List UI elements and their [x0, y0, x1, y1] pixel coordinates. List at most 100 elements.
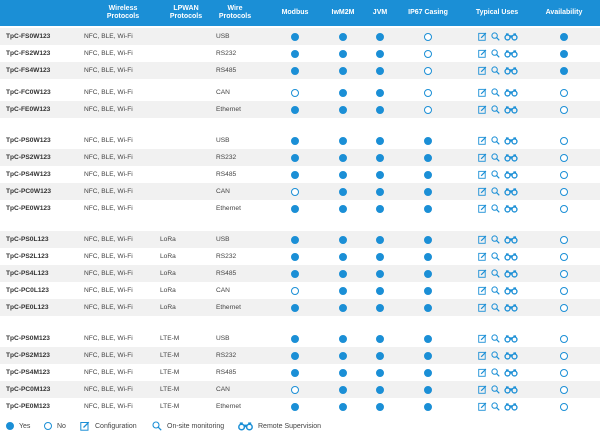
- search-icon: [491, 351, 500, 360]
- filled-circle-icon: [424, 402, 432, 411]
- product-name: TpC-PC0W123: [6, 188, 52, 195]
- empty-circle-icon: [560, 170, 568, 179]
- binoculars-icon: [238, 421, 253, 431]
- header-availability-label: Availability: [545, 9, 583, 16]
- ip67-casing: [418, 347, 438, 364]
- filled-circle-icon: [339, 385, 347, 394]
- wire-protocol: USB: [216, 236, 230, 243]
- typical-uses: [470, 149, 526, 166]
- modbus-support: [285, 381, 305, 398]
- modbus-support: [285, 149, 305, 166]
- search-icon: [491, 334, 500, 343]
- modbus-support: [285, 248, 305, 265]
- availability: [554, 248, 574, 265]
- filled-circle-icon: [339, 105, 347, 114]
- modbus-support: [285, 231, 305, 248]
- edit-icon: [478, 269, 487, 278]
- edit-icon: [478, 32, 487, 41]
- modbus-support: [285, 364, 305, 381]
- filled-circle-icon: [339, 153, 347, 162]
- lpwan-protocol: LoRa: [160, 287, 176, 294]
- filled-circle-icon: [339, 204, 347, 213]
- empty-circle-icon: [560, 303, 568, 312]
- wire-protocol: USB: [216, 335, 230, 342]
- header-jvm: JVM: [362, 0, 398, 26]
- filled-circle-icon: [424, 334, 432, 343]
- search-icon: [491, 303, 500, 312]
- header-wireless: Wireless Protocols: [84, 0, 162, 26]
- binoculars-icon: [504, 170, 518, 179]
- ip67-casing: [418, 84, 438, 101]
- filled-circle-icon: [560, 49, 568, 58]
- filled-circle-icon: [424, 368, 432, 377]
- header-modbus: Modbus: [274, 0, 316, 26]
- modbus-support: [285, 282, 305, 299]
- typical-uses: [470, 84, 526, 101]
- filled-circle-icon: [339, 136, 347, 145]
- product-name: TpC-PC0M123: [6, 386, 51, 393]
- filled-circle-icon: [339, 402, 347, 411]
- availability: [554, 364, 574, 381]
- filled-circle-icon: [560, 66, 568, 75]
- filled-circle-icon: [560, 32, 568, 41]
- availability: [554, 265, 574, 282]
- empty-circle-icon: [424, 88, 432, 97]
- wireless-protocols: NFC, BLE, Wi-Fi: [84, 188, 133, 195]
- iwm2m-support: [333, 149, 353, 166]
- modbus-support: [285, 347, 305, 364]
- product-name: TpC-PE0W123: [6, 205, 51, 212]
- filled-circle-icon: [376, 49, 384, 58]
- filled-circle-icon: [424, 269, 432, 278]
- empty-circle-icon: [291, 385, 299, 394]
- iwm2m-support: [333, 265, 353, 282]
- jvm-support: [370, 347, 390, 364]
- availability: [554, 398, 574, 415]
- filled-circle-icon: [339, 351, 347, 360]
- edit-icon: [478, 252, 487, 261]
- table-row: TpC-PE0L123 NFC, BLE, Wi-Fi LoRa Ethernet: [0, 299, 600, 316]
- typical-uses: [470, 28, 526, 45]
- typical-uses: [470, 398, 526, 415]
- ip67-casing: [418, 45, 438, 62]
- legend-supervision: Remote Supervision: [238, 418, 321, 434]
- empty-circle-icon: [291, 286, 299, 295]
- edit-icon: [478, 66, 487, 75]
- wireless-protocols: NFC, BLE, Wi-Fi: [84, 352, 133, 359]
- empty-circle-icon: [560, 105, 568, 114]
- filled-circle-icon: [376, 368, 384, 377]
- typical-uses: [470, 101, 526, 118]
- availability: [554, 101, 574, 118]
- legend-monitoring: On-site monitoring: [152, 418, 224, 434]
- wire-protocol: RS485: [216, 171, 237, 178]
- filled-circle-icon: [376, 204, 384, 213]
- iwm2m-support: [333, 364, 353, 381]
- ip67-casing: [418, 166, 438, 183]
- wireless-protocols: NFC, BLE, Wi-Fi: [84, 171, 133, 178]
- wire-protocol: Ethernet: [216, 106, 241, 113]
- filled-circle-icon: [376, 153, 384, 162]
- product-name: TpC-PS2L123: [6, 253, 49, 260]
- edit-icon: [478, 105, 487, 114]
- ip67-casing: [418, 149, 438, 166]
- legend-configuration: Configuration: [80, 418, 137, 434]
- product-name: TpC-PS0L123: [6, 236, 49, 243]
- typical-uses: [470, 347, 526, 364]
- filled-circle-icon: [424, 153, 432, 162]
- wire-protocol: CAN: [216, 287, 230, 294]
- edit-icon: [478, 88, 487, 97]
- wire-protocol: Ethernet: [216, 403, 241, 410]
- wireless-protocols: NFC, BLE, Wi-Fi: [84, 89, 133, 96]
- filled-circle-icon: [291, 153, 299, 162]
- jvm-support: [370, 330, 390, 347]
- ip67-casing: [418, 132, 438, 149]
- modbus-support: [285, 28, 305, 45]
- availability: [554, 132, 574, 149]
- ip67-casing: [418, 248, 438, 265]
- modbus-support: [285, 200, 305, 217]
- wireless-protocols: NFC, BLE, Wi-Fi: [84, 33, 133, 40]
- jvm-support: [370, 248, 390, 265]
- table-row: TpC-PS4M123 NFC, BLE, Wi-Fi LTE-M RS485: [0, 364, 600, 381]
- search-icon: [491, 402, 500, 411]
- jvm-support: [370, 45, 390, 62]
- wireless-protocols: NFC, BLE, Wi-Fi: [84, 287, 133, 294]
